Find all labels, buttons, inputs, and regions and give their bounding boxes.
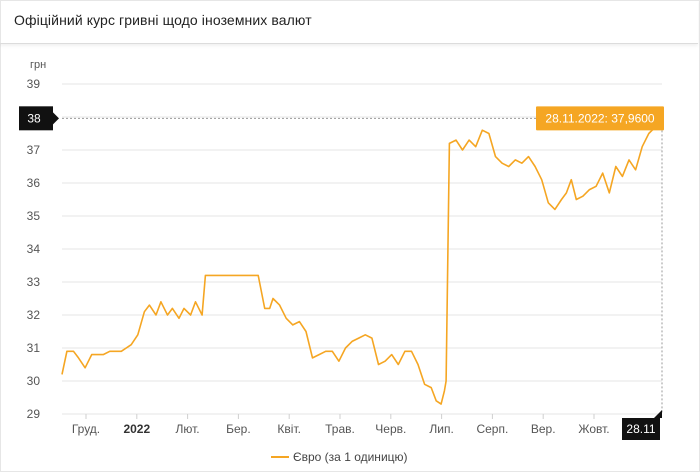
y-tick-label: 36 — [27, 176, 41, 190]
y-tick-label: 32 — [27, 308, 41, 322]
chart-grid — [62, 83, 662, 415]
y-tick-label: 30 — [27, 374, 41, 388]
legend-label[interactable]: Євро (за 1 одиницю) — [293, 450, 408, 464]
x-tick-label: Черв. — [375, 422, 406, 436]
x-tick-label: Лют. — [176, 422, 200, 436]
x-tick-label: Жовт. — [578, 422, 609, 436]
x-value-marker-pointer — [654, 410, 662, 418]
y-tick-label: 35 — [27, 209, 41, 223]
y-tick-label: 34 — [27, 242, 41, 256]
x-tick-label: Серп. — [476, 422, 508, 436]
panel-header: Офіційний курс гривні щодо іноземних вал… — [0, 0, 698, 44]
chart-legend[interactable]: Євро (за 1 одиницю) — [271, 450, 408, 464]
x-axis: Груд. 2022 Лют. Бер. Квіт. Трав. Черв. Лип. Серп… — [72, 414, 610, 436]
y-tick-label: 31 — [27, 341, 41, 355]
chart-highlight: 38 28.11 28.11.2022: 37,9600 — [19, 106, 664, 440]
y-tick-label: 33 — [27, 275, 41, 289]
y-value-marker — [19, 106, 53, 131]
y-value-marker-label: 38 — [27, 111, 41, 125]
x-tick-label: Трав. — [325, 422, 355, 436]
tooltip — [536, 106, 664, 131]
x-tick-label: Груд. — [72, 422, 100, 436]
y-tick-label: 37 — [27, 143, 41, 157]
page-title: Офіційний курс гривні щодо іноземних вал… — [14, 12, 312, 28]
y-tick-label: 39 — [27, 77, 41, 91]
series-line-euro[interactable] — [61, 117, 663, 405]
tooltip-label: 28.11.2022: 37,9600 — [545, 111, 655, 125]
x-tick-label: 2022 — [123, 422, 150, 436]
y-value-marker-pointer — [53, 112, 59, 125]
y-axis-unit: грн — [30, 59, 46, 71]
x-tick-label: Лип. — [429, 422, 453, 436]
x-value-marker — [622, 418, 660, 440]
x-tick-label: Вер. — [531, 422, 556, 436]
x-tick-label: Бер. — [226, 422, 251, 436]
chart-series[interactable] — [61, 117, 663, 405]
y-tick-label: 29 — [27, 407, 41, 421]
x-value-marker-label: 28.11 — [626, 422, 655, 436]
x-tick-label: Квіт. — [277, 422, 301, 436]
